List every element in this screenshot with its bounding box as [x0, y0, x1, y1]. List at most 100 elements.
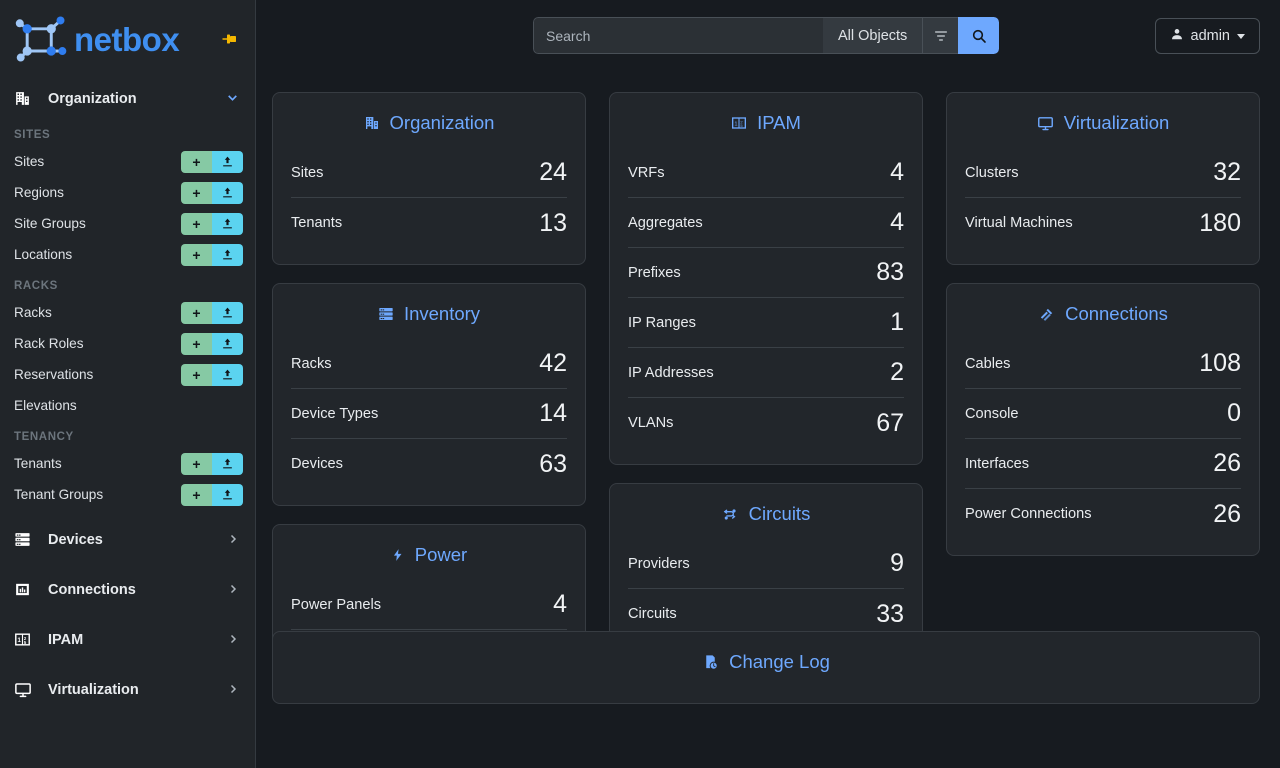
search-input[interactable] [533, 17, 823, 54]
add-button[interactable]: + [181, 181, 212, 204]
card-title-power[interactable]: Power [273, 533, 585, 580]
card-title-virtualization[interactable]: Virtualization [947, 101, 1259, 148]
card-circuits: Circuits Providers 9 Circuits 33 [609, 483, 923, 656]
import-icon[interactable] [212, 483, 243, 506]
stat-value: 26 [1213, 449, 1241, 477]
sidebar-item-sites[interactable]: Sites + [0, 146, 255, 177]
stat-value: 83 [876, 258, 904, 286]
sidebar-item-locations[interactable]: Locations + [0, 239, 255, 270]
search-submit-button[interactable] [958, 17, 1000, 54]
add-button[interactable]: + [181, 452, 212, 475]
svg-text:5: 5 [740, 123, 743, 128]
stat-row[interactable]: Console 0 [965, 389, 1241, 439]
stat-label: Devices [291, 456, 343, 472]
stat-row[interactable]: Sites 24 [291, 148, 567, 198]
stat-row[interactable]: Circuits 33 [628, 589, 904, 639]
sidebar-group-label: Connections [48, 581, 136, 598]
add-button[interactable]: + [181, 332, 212, 355]
sidebar-section-tenancy: Tenancy [14, 431, 74, 443]
stat-row[interactable]: Clusters 32 [965, 148, 1241, 198]
import-icon[interactable] [212, 332, 243, 355]
import-icon[interactable] [212, 150, 243, 173]
svg-text:1: 1 [734, 121, 737, 127]
card-title-organization[interactable]: Organization [273, 101, 585, 148]
stat-row[interactable]: VRFs 4 [628, 148, 904, 198]
add-button[interactable]: + [181, 212, 212, 235]
sidebar-item-rack-roles[interactable]: Rack Roles + [0, 328, 255, 359]
pin-icon[interactable] [221, 30, 239, 48]
filter-icon[interactable] [922, 17, 959, 54]
add-button[interactable]: + [181, 150, 212, 173]
stat-label: Tenants [291, 215, 343, 231]
stat-row[interactable]: Racks 42 [291, 339, 567, 389]
sidebar-item-tenants[interactable]: Tenants + [0, 448, 255, 479]
sidebar-item-racks[interactable]: Racks + [0, 297, 255, 328]
sidebar-item-reservations[interactable]: Reservations + [0, 359, 255, 390]
stat-row[interactable]: Tenants 13 [291, 198, 567, 248]
sidebar-group-devices[interactable]: Devices [0, 519, 255, 560]
card-title-inventory[interactable]: Inventory [273, 292, 585, 339]
stat-row[interactable]: IP Ranges 1 [628, 298, 904, 348]
sidebar-item-site-groups[interactable]: Site Groups + [0, 208, 255, 239]
card-title-ipam[interactable]: 1 2 5 IPAM [610, 101, 922, 148]
stat-row[interactable]: Prefixes 83 [628, 248, 904, 298]
dashboard-column-3: Virtualization Clusters 32 Virtual Machi… [946, 71, 1260, 556]
stat-row[interactable]: Virtual Machines 180 [965, 198, 1241, 248]
stat-row[interactable]: Device Types 14 [291, 389, 567, 439]
stat-row[interactable]: Providers 9 [628, 539, 904, 589]
stat-label: Cables [965, 355, 1011, 372]
sidebar-item-label: Locations [14, 247, 73, 262]
sidebar: netbox Organization Sites Sites + [0, 0, 256, 768]
card-title-label: Power [414, 544, 468, 565]
sidebar-group-virtualization[interactable]: Virtualization [0, 669, 255, 710]
sidebar-group-label: Devices [48, 531, 103, 548]
import-icon[interactable] [212, 301, 243, 324]
stat-row[interactable]: Cables 108 [965, 339, 1241, 389]
stat-label: Providers [628, 555, 690, 572]
stat-row[interactable]: Aggregates 4 [628, 198, 904, 248]
sidebar-item-actions: + [181, 212, 243, 235]
card-title-changelog[interactable]: Change Log [273, 640, 1259, 687]
chevron-down-icon [226, 91, 239, 106]
stat-row[interactable]: IP Addresses 2 [628, 348, 904, 398]
card-title-label: Organization [389, 112, 495, 133]
add-button[interactable]: + [181, 363, 212, 386]
stat-label: Console [965, 405, 1019, 422]
stat-row[interactable]: Devices 63 [291, 439, 567, 489]
stat-value: 0 [1227, 399, 1241, 427]
add-button[interactable]: + [181, 243, 212, 266]
chevron-right-icon [227, 583, 239, 597]
user-menu-button[interactable]: admin [1154, 18, 1260, 54]
stat-row[interactable]: VLANs 67 [628, 398, 904, 448]
sidebar-group-organization[interactable]: Organization [0, 78, 255, 119]
brand-header[interactable]: netbox [0, 0, 255, 78]
add-button[interactable]: + [181, 483, 212, 506]
stat-row[interactable]: Power Connections 26 [965, 489, 1241, 539]
add-button[interactable]: + [181, 301, 212, 324]
import-icon[interactable] [212, 243, 243, 266]
stat-label: Clusters [965, 164, 1019, 181]
import-icon[interactable] [212, 181, 243, 204]
card-title-connections[interactable]: Connections [947, 292, 1259, 339]
dashboard: Organization Sites 24 Tenants 13 [256, 71, 1280, 768]
search-scope-dropdown[interactable]: All Objects [823, 17, 923, 54]
stat-list: Cables 108 Console 0 Interfaces 26 Power… [947, 339, 1259, 539]
stat-row[interactable]: Interfaces 26 [965, 439, 1241, 489]
import-icon[interactable] [212, 452, 243, 475]
import-icon[interactable] [212, 212, 243, 235]
import-icon[interactable] [212, 363, 243, 386]
dashboard-column-2: 1 2 5 IPAM VRFs 4 Aggregates 4 [609, 71, 923, 656]
card-title-label: Virtualization [1063, 112, 1170, 133]
sidebar-item-tenant-groups[interactable]: Tenant Groups + [0, 479, 255, 510]
sidebar-item-elevations[interactable]: Elevations [0, 390, 255, 421]
sidebar-group-connections[interactable]: Connections [0, 569, 255, 610]
stat-row[interactable]: Power Panels 4 [291, 580, 567, 630]
card-title-circuits[interactable]: Circuits [610, 492, 922, 539]
sidebar-group-ipam[interactable]: 1 2 5 IPAM [0, 619, 255, 660]
user-name: admin [1190, 28, 1231, 44]
sidebar-item-regions[interactable]: Regions + [0, 177, 255, 208]
bolt-icon [391, 547, 405, 563]
stat-list: Clusters 32 Virtual Machines 180 [947, 148, 1259, 248]
stat-value: 33 [876, 599, 904, 628]
sidebar-item-label: Site Groups [14, 216, 86, 231]
